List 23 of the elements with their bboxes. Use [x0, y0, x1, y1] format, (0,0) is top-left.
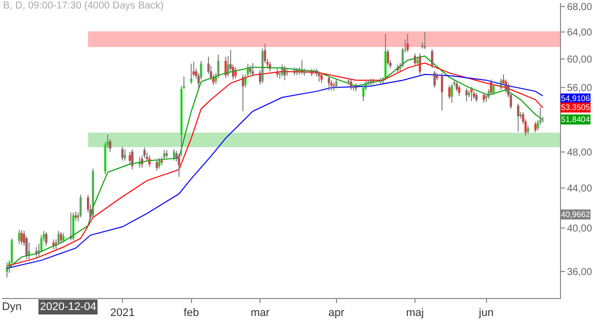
y-tick-label: 36,00 [567, 267, 592, 278]
y-tick-label: 68,00 [567, 2, 592, 14]
text: Dyn [2, 301, 22, 313]
x-tick-label: feb [184, 307, 199, 320]
x-tick-label: apr [328, 307, 345, 320]
text: 40,9662 [561, 210, 590, 219]
x-tick-label: mar [250, 307, 270, 320]
y-tick-label: 40,00 [567, 223, 592, 234]
text: 53,3505 [561, 103, 590, 112]
x-tick-label: 2021 [110, 307, 135, 320]
x-tick-label: maj [406, 307, 424, 320]
text: 51,8404 [561, 115, 590, 124]
y-tick-label: 60,00 [567, 54, 592, 66]
y-tick-label: 44,00 [567, 184, 592, 195]
candlestick [424, 31, 426, 50]
candlestick [332, 82, 335, 92]
x-tick-label: jun [478, 307, 494, 320]
text: 2020-12-04 [40, 301, 96, 313]
chart-title: B, D, 09:00-17:30 (4000 Days Back) [3, 0, 164, 12]
text: 54,9106 [561, 94, 590, 103]
y-tick-label: 48,00 [567, 147, 592, 158]
y-tick-label: 64,00 [567, 27, 592, 38]
y-tick-label: 56,00 [567, 83, 592, 94]
